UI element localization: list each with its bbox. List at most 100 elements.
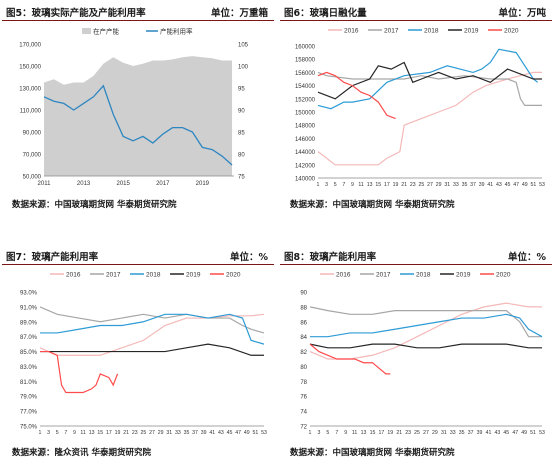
y-tick-label: 74 <box>300 410 307 416</box>
y-tick-label: 86 <box>300 320 307 326</box>
x-tick-label: 15 <box>370 430 376 436</box>
x-tick-label: 35 <box>184 430 190 436</box>
legend-label: 2019 <box>456 272 471 279</box>
y-tick-label: 80 <box>300 365 307 371</box>
x-tick-label: 27 <box>423 430 429 436</box>
legend-label: 2020 <box>226 272 241 279</box>
legend-label: 2019 <box>186 272 201 279</box>
y2-tick-label: 95 <box>238 87 245 93</box>
x-tick-label: 51 <box>252 430 258 436</box>
x-tick-label: 27 <box>427 182 433 188</box>
x-tick-label: 2011 <box>38 181 52 187</box>
y-tick-label: 88 <box>300 305 307 311</box>
x-tick-label: 37 <box>192 430 198 436</box>
chart-unit: 单位：% <box>507 252 546 263</box>
x-tick-label: 29 <box>158 430 164 436</box>
y-tick-label: 85.0% <box>20 350 38 356</box>
chart-header: 图6：玻璃日融化量 单位：万吨 <box>280 2 552 21</box>
x-tick-label: 15 <box>97 430 103 436</box>
x-tick-label: 53 <box>539 430 545 436</box>
x-tick-label: 41 <box>209 430 215 436</box>
y-tick-label: 90,000 <box>23 131 42 137</box>
chart-panel-daily-melt: 图6：玻璃日融化量 单位：万吨 140000 142000 144000 146000… <box>280 2 552 216</box>
y-tick-label: 148000 <box>295 124 316 130</box>
line-series-2017 <box>309 306 542 338</box>
y2-tick-label: 85 <box>238 131 245 137</box>
capacity-chart: 50,000 70,000 90,000 110,000 130,000 150,000 1… <box>19 27 249 188</box>
line-series-2017 <box>39 306 265 334</box>
x-tick-label: 21 <box>123 430 129 436</box>
x-tick-label: 13 <box>361 430 367 436</box>
legend-label: 2018 <box>416 272 431 279</box>
x-tick-label: 3 <box>317 430 320 436</box>
y-tick-label: 81.0% <box>20 380 38 386</box>
chart-source: 数据来源：隆众资讯 华泰期货研究院 <box>12 448 151 458</box>
y-tick-label: 170,000 <box>19 43 41 49</box>
x-tick-label: 51 <box>530 430 536 436</box>
line-series-2018 <box>310 313 543 338</box>
line-series-2017 <box>317 71 542 107</box>
y2-tick-label: 90 <box>238 109 245 115</box>
chart-source: 数据来源：中国玻璃期货网 华泰期货研究院 <box>12 200 177 210</box>
legend-label: 2020 <box>504 28 519 35</box>
x-tick-label: 37 <box>468 430 474 436</box>
x-tick-label: 1 <box>317 182 320 188</box>
y-tick-label: 93.0% <box>20 291 38 297</box>
x-tick-label: 49 <box>244 430 250 436</box>
x-tick-label: 3 <box>47 430 50 436</box>
y2-tick-label: 100 <box>238 65 249 71</box>
y-tick-label: 76 <box>300 395 307 401</box>
x-tick-label: 45 <box>227 430 233 436</box>
x-tick-label: 13 <box>89 430 95 436</box>
line-series-2019 <box>309 343 542 349</box>
line-series-2020 <box>317 71 396 120</box>
x-tick-label: 47 <box>235 430 241 436</box>
x-tick-label: 19 <box>115 430 121 436</box>
utilization-chart-a: 75.0% 77.0% 79.0% 81.0% 83.0% 85.0% 87.0% 89.0%… <box>20 272 267 437</box>
chart-header: 图8：玻璃产能利用率 单位：% <box>280 246 552 265</box>
y-tick-label: 82 <box>300 350 307 356</box>
x-tick-label: 25 <box>414 430 420 436</box>
x-tick-label: 45 <box>505 182 511 188</box>
legend-label: 2017 <box>106 272 121 279</box>
x-tick-label: 33 <box>175 430 181 436</box>
x-tick-label: 41 <box>486 430 492 436</box>
y-tick-label: 91.0% <box>20 305 38 311</box>
y-tick-label: 154000 <box>295 84 316 90</box>
line-series-2020 <box>40 350 119 394</box>
x-tick-label: 2015 <box>116 181 130 187</box>
y2-tick-label: 80 <box>238 153 245 159</box>
y2-tick-label: 75 <box>238 175 245 181</box>
y-tick-label: 160000 <box>295 45 316 51</box>
chart-header: 图7：玻璃产能利用率 单位：% <box>2 246 274 265</box>
x-tick-label: 25 <box>140 430 146 436</box>
y-tick-label: 87.0% <box>20 335 38 341</box>
x-tick-label: 49 <box>521 430 527 436</box>
x-tick-label: 17 <box>106 430 112 436</box>
chart-source: 数据来源：中国玻璃期货网 华泰期货研究院 <box>290 200 455 210</box>
x-tick-label: 23 <box>405 430 411 436</box>
x-tick-label: 5 <box>56 430 59 436</box>
x-tick-label: 31 <box>444 182 450 188</box>
legend-label: 2017 <box>376 272 391 279</box>
y-tick-label: 75.0% <box>20 425 38 431</box>
line-series-2019 <box>317 61 542 100</box>
y-tick-label: 84 <box>300 335 307 341</box>
y-tick-label: 158000 <box>295 58 316 64</box>
x-tick-label: 27 <box>149 430 155 436</box>
y-tick-label: 89.0% <box>20 320 38 326</box>
x-tick-label: 11 <box>358 182 363 188</box>
chart-panel-capacity: 图5：玻璃实际产能及产能利用率 单位：万重箱 50,000 70,000 90,00… <box>2 2 274 216</box>
y-tick-label: 156000 <box>295 71 316 77</box>
x-tick-label: 3 <box>325 182 328 188</box>
y-tick-label: 130,000 <box>19 87 41 93</box>
legend-label: 2016 <box>66 272 81 279</box>
x-tick-label: 53 <box>539 182 545 188</box>
x-tick-label: 2019 <box>196 181 210 187</box>
x-tick-label: 43 <box>494 430 500 436</box>
x-tick-label: 35 <box>459 430 465 436</box>
legend-swatch <box>82 28 91 34</box>
chart-title: 图6：玻璃日融化量 <box>284 8 367 19</box>
legend-label: 2020 <box>496 272 511 279</box>
legend-label: 产能利用率 <box>160 27 193 36</box>
